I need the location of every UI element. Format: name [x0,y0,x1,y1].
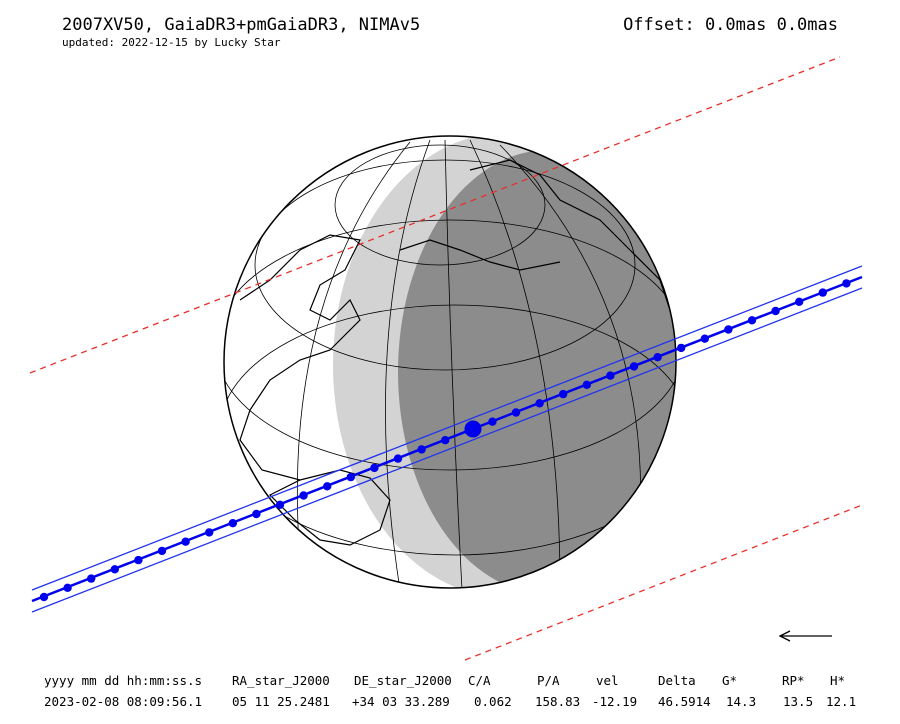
time-marker [39,592,49,602]
table-cell: 2023-02-08 08:09:56.1 [44,694,202,709]
globe [223,135,677,589]
meridian [499,144,641,521]
column-header: DE_star_J2000 [354,673,452,688]
table-cell: +34 03 33.289 [352,694,450,709]
time-marker [606,371,615,380]
coastline [239,234,361,481]
parallel [224,304,676,556]
time-marker [205,528,214,537]
time-marker [677,343,686,353]
table-cell: 0.062 [474,694,512,709]
globe-shading [224,136,676,588]
time-marker [842,279,851,288]
time-marker [771,306,780,316]
time-marker [747,316,757,325]
time-marker [346,472,355,482]
event-table: yyyy mm dd hh:mm:ss.s RA_star_J2000 DE_sta… [44,673,856,709]
column-header: G* [722,673,737,688]
table-cell: 46.5914 [658,694,711,709]
map-title: 2007XV50, GaiaDR3+pmGaiaDR3, NIMAv5 [62,15,420,35]
time-markers [39,279,851,602]
time-marker [724,325,733,334]
column-header: Delta [658,673,696,688]
column-header: yyyy mm dd hh:mm:ss.s [44,673,202,688]
table-cell: 14.3 [726,694,756,709]
column-header: C/A [468,673,491,688]
globe-limb [223,135,677,589]
time-marker [417,445,426,454]
time-marker [393,454,403,463]
time-marker [275,500,285,509]
time-marker [63,583,72,592]
night-zone [398,150,676,588]
error-limit [29,56,841,374]
table-cell: -12.19 [592,694,637,709]
time-marker [795,297,804,306]
time-marker [629,362,639,371]
meridian [385,139,431,588]
meridian [444,139,463,588]
motion-arrow [778,630,832,642]
column-header: vel [596,673,619,688]
time-marker [559,389,568,399]
time-marker [181,537,190,546]
time-marker [157,546,167,556]
table-cell: 12.1 [826,694,856,709]
time-marker [323,482,332,491]
parallel [254,159,636,371]
time-marker [582,380,591,389]
coastlines [239,159,671,546]
coastline [469,159,671,311]
time-marker [700,334,709,343]
column-header: P/A [537,673,560,688]
coastline [399,239,561,271]
column-header: RA_star_J2000 [232,673,330,688]
parallel [334,144,546,266]
parallel [224,219,676,471]
table-cell: 158.83 [535,694,580,709]
shadow-limit [31,287,863,613]
time-marker [441,436,450,445]
column-header: RP* [782,673,805,688]
time-marker [87,574,96,583]
time-marker [370,463,379,473]
time-marker [299,491,308,500]
column-header: H* [830,673,845,688]
arrow-head [778,630,791,642]
shadow-limit [31,265,863,591]
time-marker [110,565,120,574]
table-cell: 13.5 [783,694,813,709]
time-marker [228,519,237,528]
closest-approach [464,420,482,438]
shadow-path [29,56,863,661]
coastline [268,469,391,546]
time-marker [818,288,827,297]
time-marker [535,399,544,408]
error-limit [464,504,863,661]
time-marker [653,353,662,362]
meridian [296,141,411,561]
time-marker [252,509,261,519]
time-marker [511,408,521,417]
time-marker [134,555,143,565]
table-cell: 05 11 25.2481 [232,694,330,709]
offset-label: Offset: 0.0mas 0.0mas [623,15,838,35]
time-marker [488,417,497,426]
map-subtitle: updated: 2022-12-15 by Lucky Star [62,36,281,49]
